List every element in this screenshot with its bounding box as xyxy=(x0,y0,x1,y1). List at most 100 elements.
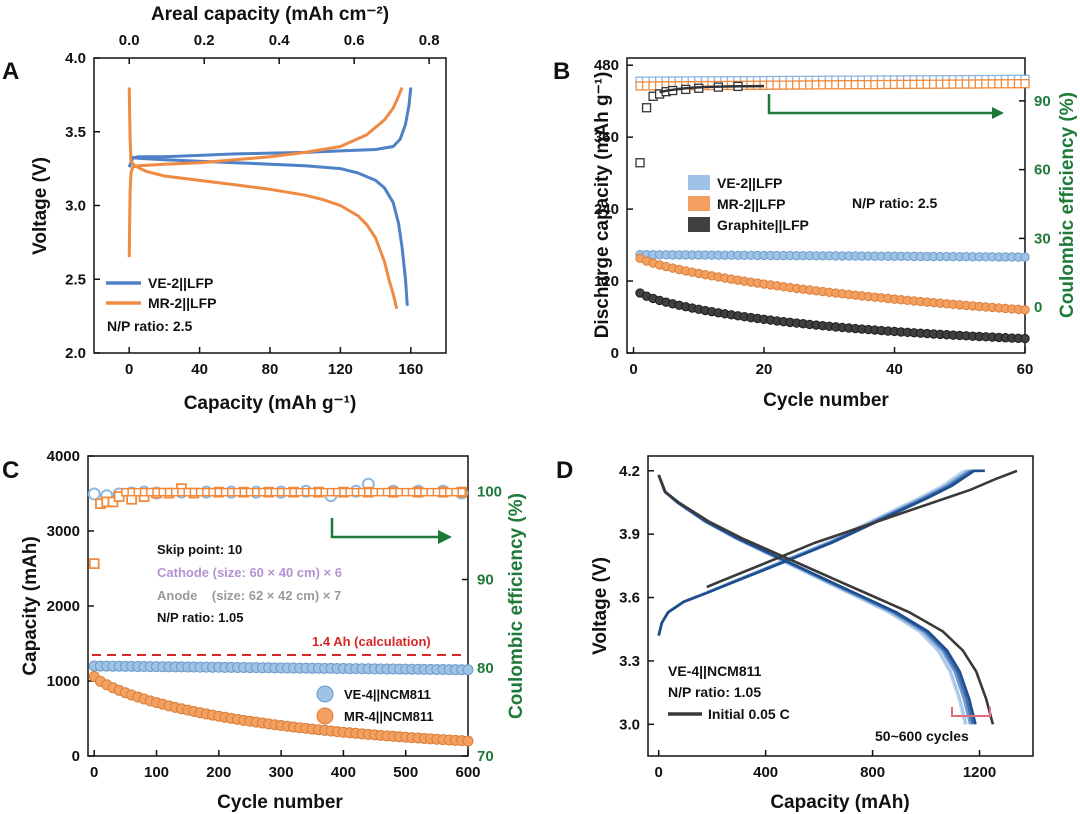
panel-a-x2tick: 0.6 xyxy=(344,32,365,49)
panel-a-curve-3 xyxy=(127,87,399,310)
panel-b-ce-point-1 xyxy=(1020,79,1030,89)
panel-a-ytick: 3.5 xyxy=(65,124,86,141)
panel-a-ytick: 3.0 xyxy=(65,198,86,215)
panel-a-y-title: Voltage (V) xyxy=(30,157,51,255)
panel-c-xtick: 300 xyxy=(269,764,294,781)
panel-c-ce-point-mr4 xyxy=(88,558,100,570)
panel-d-yticks: 3.0 3.3 3.6 3.9 4.2 xyxy=(619,463,640,734)
panel-c-y2-title: Coulombic efficiency (%) xyxy=(506,493,527,719)
panel-c-legend: VE-4||NCM811 MR-4||NCM811 xyxy=(316,685,434,725)
panel-b-series xyxy=(627,64,1030,354)
panel-d-x-title: Capacity (mAh) xyxy=(770,792,909,813)
panel-b-xtick: 40 xyxy=(886,361,903,378)
panel-c-y2tick: 70 xyxy=(477,748,494,765)
panel-b-ticks: 0 20 40 60 xyxy=(629,361,1033,378)
panel-c-xtick: 0 xyxy=(90,764,98,781)
panel-a-series xyxy=(94,57,430,354)
legend-label-ve2-b: VE-2||LFP xyxy=(717,175,782,191)
panel-d-ytick: 3.3 xyxy=(619,653,640,670)
panel-c-xtick: 200 xyxy=(206,764,231,781)
panel-c-ce-arrow xyxy=(330,518,452,544)
legend-label-graphite: Graphite||LFP xyxy=(717,217,809,233)
panel-b-ce-point-2 xyxy=(635,158,645,168)
legend-marker-ve4 xyxy=(316,685,334,703)
panel-d-ytick: 3.9 xyxy=(619,526,640,543)
legend-label-mr2: MR-2||LFP xyxy=(148,295,217,311)
panel-a-ytick: 2.5 xyxy=(65,271,86,288)
panel-b-ytick: 360 xyxy=(594,129,619,146)
legend-swatch-ve2-b xyxy=(688,175,710,190)
panel-a-xtick: 160 xyxy=(398,361,423,378)
panel-b-y2tick: 0 xyxy=(1034,299,1042,316)
ce-arrow-line-c xyxy=(330,518,440,539)
panel-b-y2tick: 60 xyxy=(1034,162,1051,179)
panel-c-ytick: 0 xyxy=(72,748,80,765)
panel-c-ytick: 1000 xyxy=(47,673,80,690)
panel-a-x-title: Capacity (mAh g⁻¹) xyxy=(184,393,357,414)
panel-a-ytick: 4.0 xyxy=(65,50,86,67)
panel-a-x2tick: 0.2 xyxy=(194,32,215,49)
panel-a-x2tick: 0.0 xyxy=(119,32,140,49)
panel-b-ytick: 480 xyxy=(594,57,619,74)
panel-b-y2ticks: 0 30 60 90 xyxy=(1034,93,1051,316)
cycles-bracket xyxy=(951,707,991,717)
panel-c-y2tick: 80 xyxy=(477,660,494,677)
panel-b-np-ratio: N/P ratio: 2.5 xyxy=(852,195,938,211)
panel-b-y2tick: 30 xyxy=(1034,230,1051,247)
panel-a-x2tick: 0.4 xyxy=(269,32,291,49)
panel-a-curve-0 xyxy=(127,87,413,168)
panel-d-annotations: VE-4||NCM811 N/P ratio: 1.05 Initial 0.0… xyxy=(668,663,991,744)
ce-arrow-head-c xyxy=(438,530,452,544)
panel-c-ce-point-ve4 xyxy=(87,487,101,501)
panel-c-ce-band xyxy=(457,487,467,497)
panel-a-xtick: 40 xyxy=(191,361,208,378)
panel-b-ce-trend xyxy=(659,84,764,94)
panel-a-legend: VE-2||LFP MR-2||LFP N/P ratio: 2.5 xyxy=(106,275,217,334)
panel-c-y-title: Capacity (mAh) xyxy=(20,536,41,675)
panel-b-ytick: 0 xyxy=(611,345,619,362)
legend-marker-mr4 xyxy=(316,707,334,725)
legend-label-initial: Initial 0.05 C xyxy=(708,706,790,722)
panel-d-ticks: 0 400 800 1200 xyxy=(655,764,997,781)
panel-a-ticks: 0 40 80 120 160 xyxy=(125,361,423,378)
panel-b-letter: B xyxy=(553,58,570,85)
panel-c-xtick: 500 xyxy=(393,764,418,781)
panel-a-x2-title: Areal capacity (mAh cm⁻²) xyxy=(151,4,389,25)
panel-d-ytick: 3.0 xyxy=(619,716,640,733)
panel-b-ytick: 240 xyxy=(594,201,619,218)
ce-arrow-line-b xyxy=(767,94,996,115)
legend-label-ve2: VE-2||LFP xyxy=(148,275,213,291)
legend-swatch-mr2-b xyxy=(688,196,710,211)
legend-label-mr2-b: MR-2||LFP xyxy=(717,196,786,212)
panel-a-letter: A xyxy=(2,58,19,85)
panel-a-np-ratio: N/P ratio: 2.5 xyxy=(107,318,193,334)
panel-a-curve-1 xyxy=(128,155,409,306)
skip-point-label: Skip point: 10 xyxy=(157,542,242,557)
panel-b-xtick: 20 xyxy=(756,361,773,378)
panel-c-xtick: 100 xyxy=(144,764,169,781)
panel-b-ce-arrow xyxy=(767,94,1004,119)
panel-d-ytick: 3.6 xyxy=(619,590,640,607)
panel-c-y2tick: 100 xyxy=(477,483,502,500)
panel-d-xtick: 400 xyxy=(753,764,778,781)
legend-label-ve4: VE-4||NCM811 xyxy=(344,687,431,702)
legend-label-mr4: MR-4||NCM811 xyxy=(344,709,434,724)
panel-b-y2-title: Coulombic efficiency (%) xyxy=(1057,92,1078,318)
panel-d: D Capacity (mAh) Voltage (V) 0 400 800 1… xyxy=(556,455,1034,813)
panel-a-xtick: 120 xyxy=(328,361,353,378)
anode-label: Anode (size: 62 × 42 cm) × 7 xyxy=(157,588,341,603)
panel-d-curve-initial-0-05-c-discharge xyxy=(657,474,995,725)
panel-a-x2tick: 0.8 xyxy=(419,32,440,49)
panel-d-xtick: 0 xyxy=(655,764,663,781)
panel-b-y-title: Discharge capacity (mAh g⁻¹) xyxy=(592,72,613,339)
panel-b-capacity-point-1 xyxy=(1020,305,1030,315)
panel-c-yticks: 0 1000 2000 3000 4000 xyxy=(47,448,80,765)
panel-c-ytick: 4000 xyxy=(47,448,80,465)
panel-d-curve-initial-0-05-c-charge xyxy=(706,469,1018,589)
panel-c-series xyxy=(87,455,474,757)
panel-c-y2tick: 90 xyxy=(477,572,494,589)
panel-d-curve-cycle-500-charge xyxy=(657,469,965,636)
panel-b-ce-point-2 xyxy=(641,103,652,113)
panel-c-np-ratio: N/P ratio: 1.05 xyxy=(157,610,243,625)
